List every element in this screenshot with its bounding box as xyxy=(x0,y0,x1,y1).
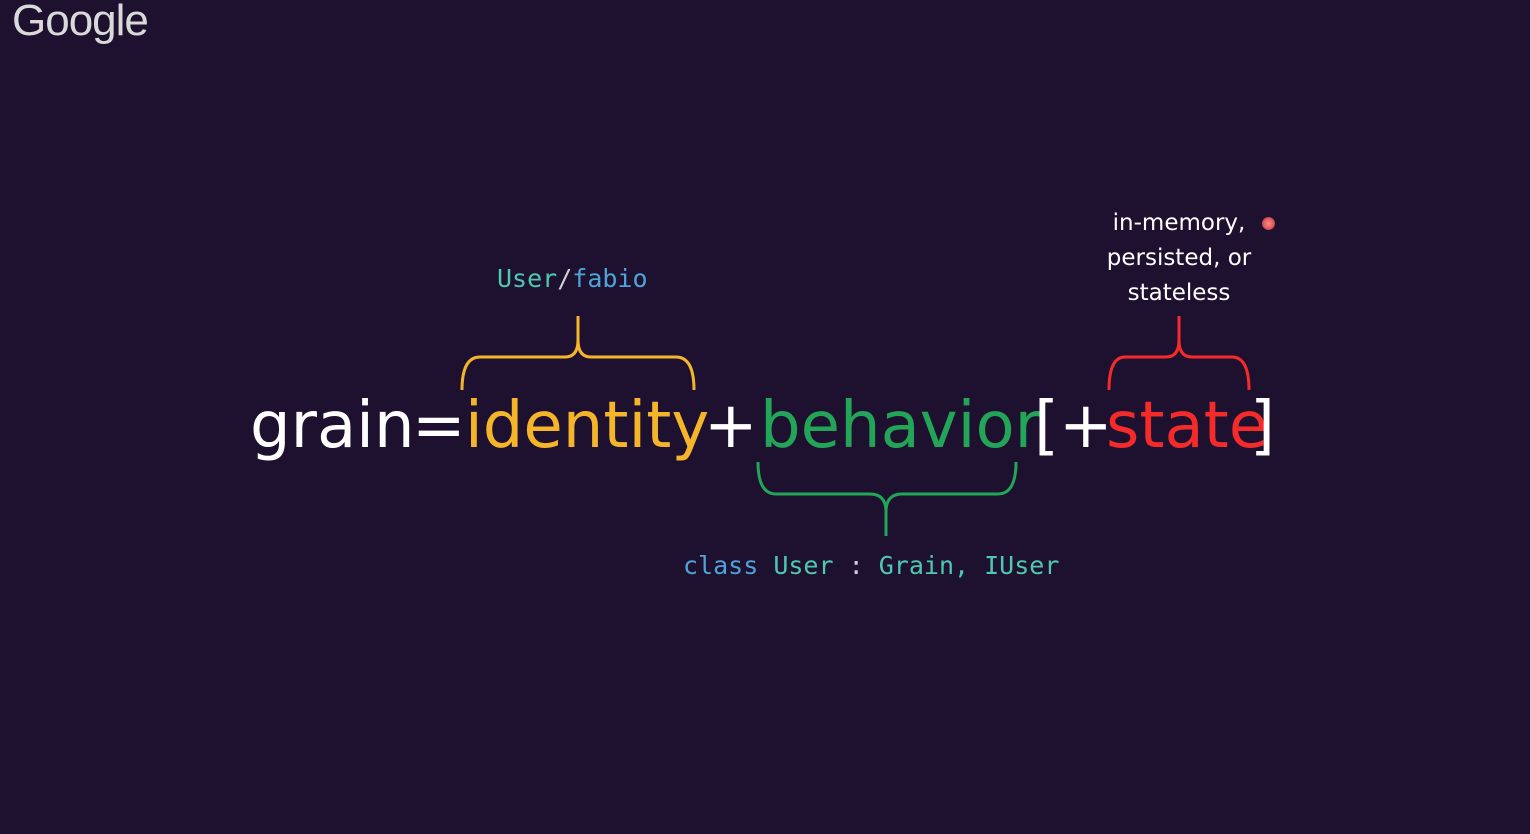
google-logo: Google xyxy=(12,0,149,45)
eq-behavior: behavior xyxy=(760,389,1041,463)
state-label-line: persisted, or xyxy=(1106,245,1252,271)
identity-label-fabio: fabio xyxy=(572,264,648,293)
eq-equals: = xyxy=(412,389,466,463)
eq-identity: identity xyxy=(465,389,710,463)
identity-label-slash: / xyxy=(557,264,573,293)
state-label-line: in-memory, xyxy=(1112,210,1246,236)
behavior-label-colon: : xyxy=(848,551,864,580)
behavior-label-class: class xyxy=(683,551,759,580)
eq-close-bracket: ] xyxy=(1250,389,1275,463)
behavior-label: class User : Grain, IUser xyxy=(683,551,1059,580)
eq-open-bracket: [+ xyxy=(1034,389,1113,463)
identity-brace xyxy=(460,316,696,391)
eq-grain: grain xyxy=(250,389,415,463)
state-brace xyxy=(1107,316,1251,391)
behavior-label-user: User xyxy=(773,551,834,580)
behavior-brace xyxy=(756,461,1018,536)
eq-plus: + xyxy=(704,389,758,463)
identity-label: User/fabio xyxy=(497,264,648,293)
behavior-label-iuser: IUser xyxy=(984,551,1060,580)
eq-state: state xyxy=(1106,389,1269,463)
identity-label-user: User xyxy=(497,264,558,293)
state-label-line: stateless xyxy=(1127,280,1231,306)
behavior-label-grain: Grain, xyxy=(878,551,970,580)
laser-pointer-icon xyxy=(1262,217,1275,230)
state-label: in-memory, persisted, or stateless xyxy=(1079,206,1279,311)
